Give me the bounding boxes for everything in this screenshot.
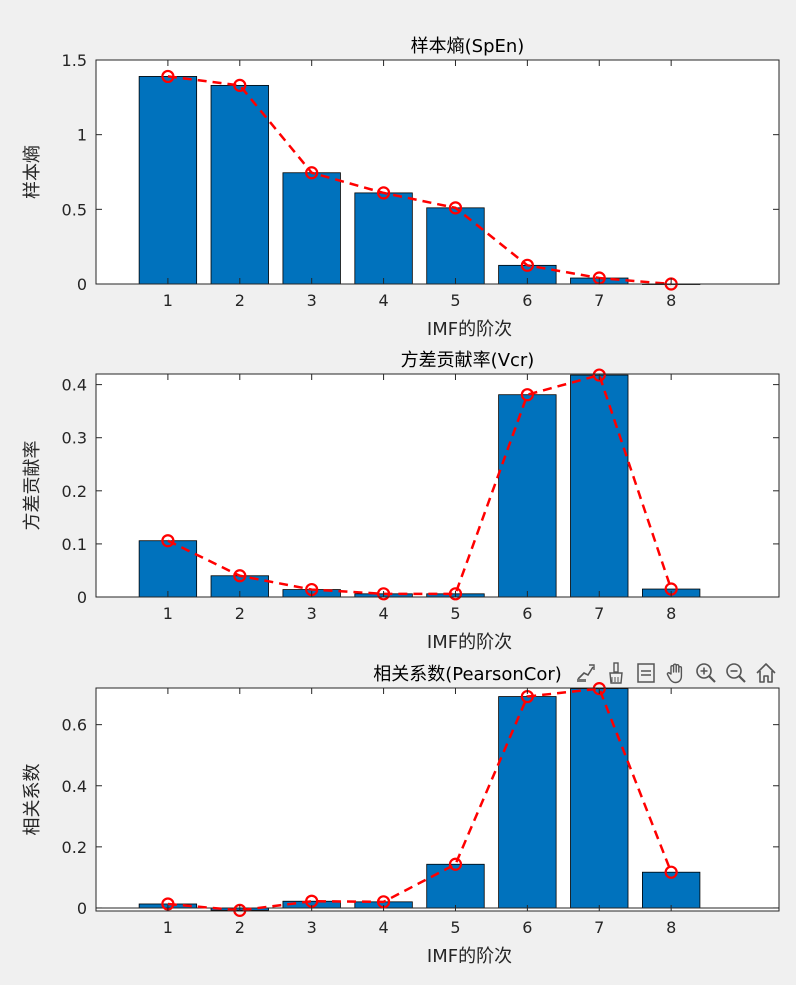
marker-7 <box>592 368 606 382</box>
bar-5 <box>426 863 485 909</box>
axes-toolbar <box>572 659 780 687</box>
x-tick-label: 8 <box>666 604 676 623</box>
y-tick-label: 0.4 <box>62 376 87 395</box>
bar-5 <box>426 207 485 285</box>
x-tick-label: 4 <box>378 604 388 623</box>
x-tick-label: 8 <box>666 291 676 310</box>
chart-title: 方差贡献率(Vcr) <box>401 350 535 371</box>
bar-3 <box>282 172 341 285</box>
y-axis-label: 方差贡献率 <box>22 441 43 531</box>
y-axis-label: 相关系数 <box>22 764 43 836</box>
trend-line <box>167 75 672 286</box>
bar-7 <box>570 688 629 909</box>
marker-2 <box>233 569 247 583</box>
trend-line <box>167 687 673 912</box>
plot-area <box>96 374 779 597</box>
axes-box <box>95 373 780 598</box>
y-tick-label: 1 <box>77 126 87 145</box>
marker-7 <box>592 682 606 696</box>
bar-6 <box>498 696 557 909</box>
marker-6 <box>520 388 534 402</box>
y-tick-label: 0 <box>77 588 87 607</box>
x-tick-label: 1 <box>163 291 173 310</box>
legend-icon[interactable] <box>632 660 660 686</box>
x-tick-label: 1 <box>163 918 173 937</box>
chart-panel-1: 0 0.5 1 1.5 1 2 3 4 5 6 7 8 样本熵(SpEn) IMF的阶次 样本熵 <box>22 36 780 340</box>
data-tips-icon[interactable] <box>572 660 600 686</box>
trend-line <box>167 373 673 596</box>
x-tick-label: 3 <box>307 291 317 310</box>
bar-4 <box>354 192 413 285</box>
marker-8 <box>664 865 678 879</box>
y-tick-label: 0.2 <box>62 838 87 857</box>
home-icon[interactable] <box>752 660 780 686</box>
y-tick-label: 0.1 <box>62 535 87 554</box>
pan-hand-icon[interactable] <box>662 660 690 686</box>
marker-2 <box>233 903 247 917</box>
x-tick-label: 8 <box>666 918 676 937</box>
x-tick-label: 1 <box>163 604 173 623</box>
x-tick-label: 4 <box>378 918 388 937</box>
x-axis-label: IMF的阶次 <box>427 946 512 967</box>
y-tick-label: 0 <box>77 899 87 918</box>
x-tick-label: 5 <box>450 291 460 310</box>
x-tick-label: 5 <box>450 918 460 937</box>
bar-6 <box>498 394 557 598</box>
marker-3 <box>305 166 319 180</box>
x-axis-label: IMF的阶次 <box>427 632 512 653</box>
y-tick-label: 0.5 <box>62 200 87 219</box>
marker-5 <box>448 587 463 601</box>
marker-1 <box>161 69 175 84</box>
x-tick-label: 6 <box>522 291 532 310</box>
chart-title: 相关系数(PearsonCor) <box>373 664 562 685</box>
marker-4 <box>376 186 391 200</box>
y-tick-label: 1.5 <box>62 51 87 70</box>
zoom-out-icon[interactable] <box>722 660 750 686</box>
chart-panel-2: 0 0.1 0.2 0.3 0.4 1 2 3 4 5 6 7 8 方差贡献率(Vcr) IMF的阶次 方差贡… <box>22 350 780 653</box>
x-tick-label: 2 <box>235 918 245 937</box>
x-tick-label: 7 <box>594 291 604 310</box>
x-tick-label: 3 <box>307 918 317 937</box>
y-tick-label: 0 <box>77 275 87 294</box>
y-axis-label: 样本熵 <box>22 145 43 199</box>
y-tick-label: 0.6 <box>62 716 87 735</box>
marker-5 <box>448 201 463 215</box>
marker-6 <box>520 258 534 272</box>
x-tick-label: 6 <box>522 604 532 623</box>
x-tick-label: 2 <box>235 291 245 310</box>
marker-4 <box>376 587 391 601</box>
y-tick-label: 0.4 <box>62 777 87 796</box>
x-tick-label: 7 <box>594 918 604 937</box>
marker-1 <box>161 534 175 548</box>
chart-panel-3: 0 0.2 0.4 0.6 1 2 3 4 5 6 7 8 相关系数(PearsonCor) IMF的阶次… <box>22 664 780 967</box>
x-tick-label: 2 <box>235 604 245 623</box>
x-tick-label: 7 <box>594 604 604 623</box>
x-tick-label: 6 <box>522 918 532 937</box>
zoom-in-icon[interactable] <box>692 660 720 686</box>
axes-box <box>95 59 780 285</box>
marker-5 <box>448 857 463 871</box>
bar-7 <box>570 374 629 598</box>
y-tick-label: 0.3 <box>62 429 87 448</box>
axes-box <box>95 687 780 912</box>
x-tick-label: 5 <box>450 604 460 623</box>
brush-icon[interactable] <box>602 660 630 686</box>
bar-2 <box>210 84 269 285</box>
y-tick-label: 0.2 <box>62 482 87 501</box>
bar-1 <box>138 76 198 285</box>
marker-2 <box>233 78 247 92</box>
x-tick-label: 3 <box>307 604 317 623</box>
x-axis-label: IMF的阶次 <box>427 319 512 340</box>
chart-title: 样本熵(SpEn) <box>411 36 525 57</box>
x-tick-label: 4 <box>378 291 388 310</box>
